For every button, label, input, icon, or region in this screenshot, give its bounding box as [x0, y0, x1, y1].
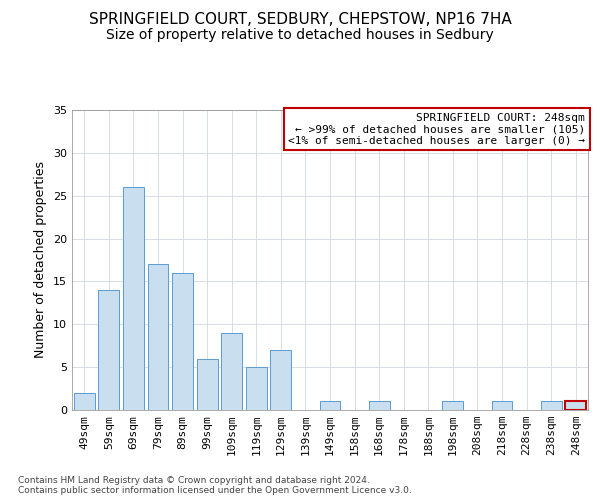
Bar — [565, 402, 586, 410]
Bar — [271, 350, 292, 410]
Bar — [491, 402, 512, 410]
Bar — [148, 264, 169, 410]
Bar — [221, 333, 242, 410]
Bar — [320, 402, 340, 410]
Bar — [172, 273, 193, 410]
Text: SPRINGFIELD COURT, SEDBURY, CHEPSTOW, NP16 7HA: SPRINGFIELD COURT, SEDBURY, CHEPSTOW, NP… — [89, 12, 511, 28]
Bar — [98, 290, 119, 410]
Text: Contains HM Land Registry data © Crown copyright and database right 2024.
Contai: Contains HM Land Registry data © Crown c… — [18, 476, 412, 495]
Bar — [368, 402, 389, 410]
Text: SPRINGFIELD COURT: 248sqm
← >99% of detached houses are smaller (105)
<1% of sem: SPRINGFIELD COURT: 248sqm ← >99% of deta… — [288, 113, 585, 146]
Bar — [246, 367, 267, 410]
Bar — [123, 187, 144, 410]
Bar — [197, 358, 218, 410]
Bar — [541, 402, 562, 410]
Text: Size of property relative to detached houses in Sedbury: Size of property relative to detached ho… — [106, 28, 494, 42]
Bar — [74, 393, 95, 410]
Bar — [442, 402, 463, 410]
Y-axis label: Number of detached properties: Number of detached properties — [34, 162, 47, 358]
